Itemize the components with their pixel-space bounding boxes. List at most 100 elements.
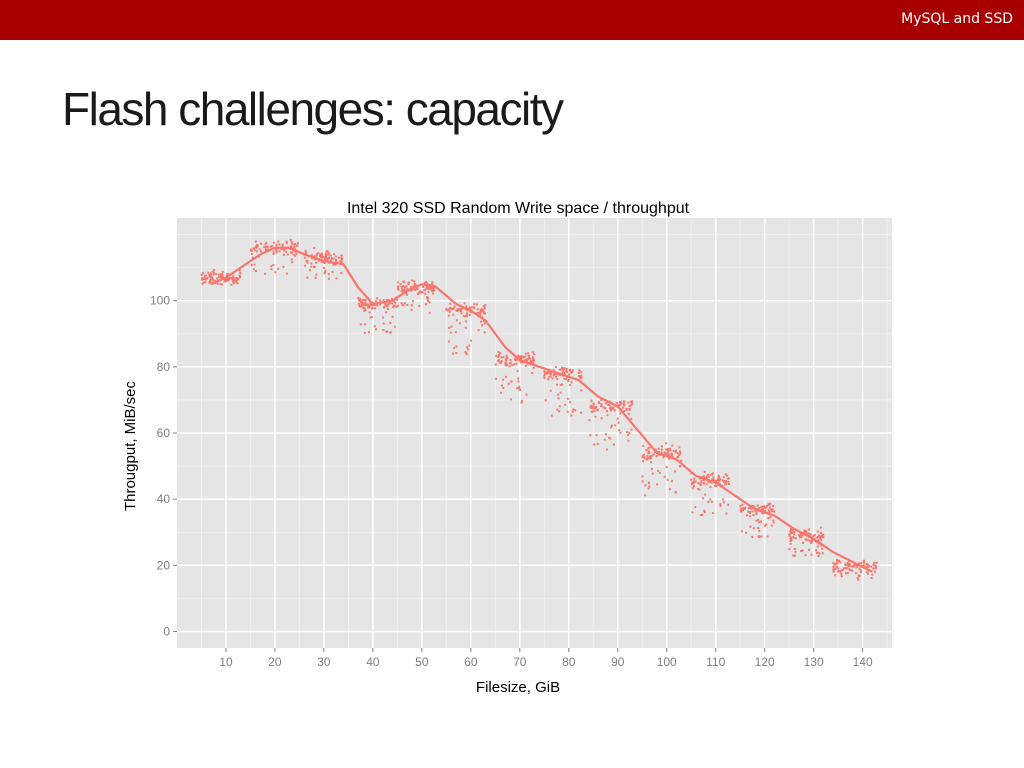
data-point xyxy=(319,255,322,258)
data-point xyxy=(771,510,774,513)
data-point xyxy=(324,253,327,256)
data-point xyxy=(790,529,793,532)
data-point xyxy=(414,284,417,287)
data-point xyxy=(330,259,333,262)
data-point xyxy=(426,285,429,288)
data-point xyxy=(430,289,433,292)
data-point xyxy=(714,484,717,487)
data-point xyxy=(278,250,281,253)
data-point xyxy=(804,554,807,557)
data-point xyxy=(306,259,309,262)
data-point xyxy=(523,359,526,362)
grid-major xyxy=(177,218,892,648)
data-point xyxy=(499,352,502,355)
data-point xyxy=(832,562,835,565)
data-point xyxy=(852,566,855,569)
data-point xyxy=(468,313,471,316)
data-point xyxy=(306,276,309,279)
data-point xyxy=(369,316,372,319)
data-point xyxy=(286,253,289,256)
data-point xyxy=(592,405,595,408)
data-point xyxy=(367,306,370,309)
data-point xyxy=(226,278,229,281)
data-point xyxy=(630,404,633,407)
data-point xyxy=(611,407,614,410)
data-point xyxy=(202,271,205,274)
data-point xyxy=(691,511,694,514)
data-point xyxy=(387,308,390,311)
data-point xyxy=(522,356,525,359)
data-point xyxy=(293,246,296,249)
data-point xyxy=(836,561,839,564)
data-point xyxy=(531,372,534,375)
data-point xyxy=(453,346,456,349)
data-point xyxy=(644,484,647,487)
data-point xyxy=(807,532,810,535)
data-point xyxy=(660,451,663,454)
data-point xyxy=(751,510,754,513)
data-point xyxy=(407,283,410,286)
data-point xyxy=(313,266,316,269)
data-point xyxy=(208,281,211,284)
data-point xyxy=(527,354,530,357)
data-point xyxy=(251,256,254,259)
data-point xyxy=(860,562,863,565)
data-point xyxy=(715,484,718,487)
data-point xyxy=(226,277,229,280)
data-point xyxy=(359,305,362,308)
data-point xyxy=(401,285,404,288)
data-point xyxy=(741,503,744,506)
data-point xyxy=(761,512,764,515)
data-point xyxy=(476,312,479,315)
data-point xyxy=(289,238,292,241)
data-point xyxy=(772,505,775,508)
data-point xyxy=(772,521,775,524)
data-point xyxy=(788,548,791,551)
data-point xyxy=(403,288,406,291)
data-point xyxy=(402,304,405,307)
x-tick-label: 90 xyxy=(611,655,625,669)
data-point xyxy=(675,449,678,452)
data-point xyxy=(517,380,520,383)
data-point xyxy=(832,570,835,573)
data-point xyxy=(865,566,868,569)
data-point xyxy=(368,311,371,314)
data-point xyxy=(767,503,770,506)
data-point xyxy=(479,320,482,323)
data-point xyxy=(698,488,701,491)
data-point xyxy=(497,353,500,356)
data-point xyxy=(580,374,583,377)
data-point xyxy=(556,378,559,381)
data-point xyxy=(559,391,562,394)
data-point xyxy=(331,257,334,260)
data-point xyxy=(482,319,485,322)
data-point xyxy=(374,307,377,310)
data-point xyxy=(228,276,231,279)
data-point xyxy=(691,481,694,484)
data-point xyxy=(758,507,761,510)
data-point xyxy=(647,481,650,484)
data-point xyxy=(564,378,567,381)
data-point xyxy=(256,250,259,253)
data-point xyxy=(319,253,322,256)
data-point xyxy=(364,301,367,304)
data-point xyxy=(235,277,238,280)
data-point xyxy=(463,315,466,318)
data-point xyxy=(592,402,595,405)
data-point xyxy=(793,547,796,550)
data-point xyxy=(237,277,240,280)
data-point xyxy=(364,309,367,312)
data-point xyxy=(333,253,336,256)
data-point xyxy=(554,366,557,369)
data-point xyxy=(357,296,360,299)
data-point xyxy=(227,279,230,282)
data-point xyxy=(702,475,705,478)
data-point xyxy=(726,474,729,477)
data-point xyxy=(789,527,792,530)
y-tick-label: 0 xyxy=(163,624,170,638)
data-point xyxy=(556,408,559,411)
data-point xyxy=(560,383,563,386)
data-point xyxy=(702,482,705,485)
data-point xyxy=(400,290,403,293)
data-point xyxy=(504,358,507,361)
